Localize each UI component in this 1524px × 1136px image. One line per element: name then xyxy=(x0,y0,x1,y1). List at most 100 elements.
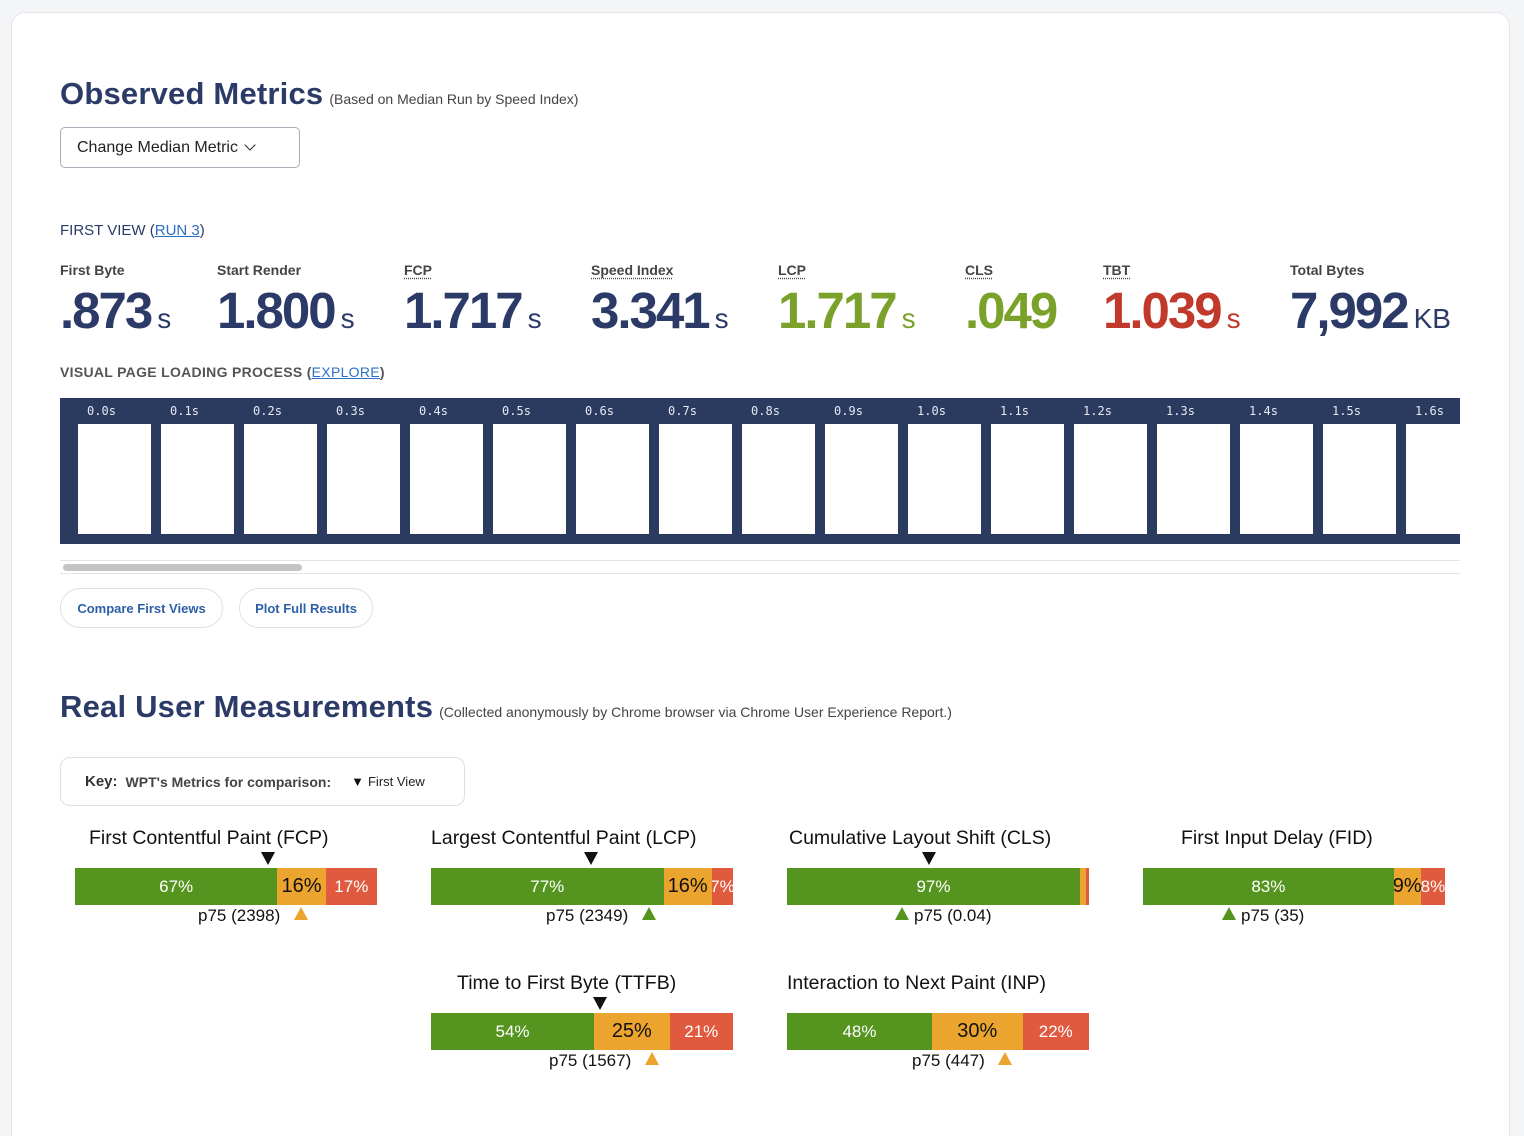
dropdown-label: Change Median Metric xyxy=(77,138,238,156)
key-legend: Key: WPT's Metrics for comparison: ▼ Fir… xyxy=(60,757,465,806)
p75-label: p75 (35) xyxy=(1241,906,1305,925)
p75-label: p75 (447) xyxy=(912,1051,985,1070)
plot-full-results-button[interactable]: Plot Full Results xyxy=(239,588,373,628)
crux-title: Largest Contentful Paint (LCP) xyxy=(431,827,697,849)
frame-thumbnail[interactable] xyxy=(1323,424,1396,534)
metric-value-wrap: 1.039 s xyxy=(1103,284,1241,346)
frame-thumbnail[interactable] xyxy=(991,424,1064,534)
metric-label[interactable]: FCP xyxy=(404,262,432,278)
metric-label: Start Render xyxy=(217,262,302,278)
metric-value-wrap: 1.717 s xyxy=(778,284,916,346)
frame-time: 1.3s xyxy=(1166,404,1195,418)
filmstrip-frame[interactable]: 0.6s xyxy=(558,398,649,544)
filmstrip-frame[interactable]: 0.1s xyxy=(143,398,234,544)
filmstrip-frame[interactable]: 1.5s xyxy=(1305,398,1396,544)
compare-first-views-button[interactable]: Compare First Views xyxy=(60,588,223,628)
filmstrip-frame[interactable]: 0.8s xyxy=(724,398,815,544)
metric-value: 1.717 xyxy=(404,282,524,339)
metric-6: TBT 1.039 s xyxy=(1103,262,1241,346)
crux-title: Cumulative Layout Shift (CLS) xyxy=(789,827,1052,849)
filmstrip-frame[interactable]: 0.3s xyxy=(309,398,400,544)
filmstrip-frame[interactable]: 0.9s xyxy=(807,398,898,544)
filmstrip-frame[interactable]: 1.1s xyxy=(973,398,1064,544)
filmstrip-frame[interactable]: 1.3s xyxy=(1139,398,1230,544)
p75-label: p75 (0.04) xyxy=(914,906,992,925)
frame-thumbnail[interactable] xyxy=(244,424,317,534)
metric-value-wrap: 1.717 s xyxy=(404,284,542,346)
frame-thumbnail[interactable] xyxy=(78,424,151,534)
bar-segment-good: 48% xyxy=(787,1013,932,1050)
metric-unit: s xyxy=(1226,303,1241,334)
frame-thumbnail[interactable] xyxy=(1240,424,1313,534)
frame-thumbnail[interactable] xyxy=(576,424,649,534)
frame-time: 0.3s xyxy=(336,404,365,418)
metric-unit: KB xyxy=(1413,303,1451,334)
visual-loading-text: VISUAL PAGE LOADING PROCESS xyxy=(60,364,303,380)
crux-distribution-bar: 48% 30% 22% xyxy=(787,1013,1089,1050)
filmstrip-frame[interactable]: 1.6s xyxy=(1388,398,1460,544)
frame-time: 0.9s xyxy=(834,404,863,418)
first-view-marker-icon xyxy=(593,997,608,1010)
frame-thumbnail[interactable] xyxy=(493,424,566,534)
filmstrip-frame[interactable]: 0.0s xyxy=(60,398,151,544)
observed-metrics-title: Observed Metrics (Based on Median Run by … xyxy=(60,76,578,112)
metric-label[interactable]: LCP xyxy=(778,262,806,278)
bar-segment-poor: 21% xyxy=(669,1013,733,1050)
metric-unit: s xyxy=(714,303,729,334)
change-median-metric-dropdown[interactable]: Change Median Metric xyxy=(60,127,300,168)
bar-segment-ni: 16% xyxy=(277,868,326,905)
frame-thumbnail[interactable] xyxy=(1406,424,1460,534)
filmstrip-frame[interactable]: 0.2s xyxy=(226,398,317,544)
filmstrip-frame[interactable]: 1.0s xyxy=(890,398,981,544)
filmstrip-frame[interactable]: 1.4s xyxy=(1222,398,1313,544)
frame-thumbnail[interactable] xyxy=(659,424,732,534)
observed-metrics-subtitle: (Based on Median Run by Speed Index) xyxy=(329,91,579,107)
frame-thumbnail[interactable] xyxy=(742,424,815,534)
p75-marker-icon xyxy=(895,907,909,920)
metric-label[interactable]: CLS xyxy=(965,262,993,278)
filmstrip-frame[interactable]: 1.2s xyxy=(1056,398,1147,544)
filmstrip-scrollbar[interactable] xyxy=(60,560,1460,574)
metric-4: LCP 1.717 s xyxy=(778,262,916,346)
metric-value: 3.341 xyxy=(591,282,711,339)
frame-thumbnail[interactable] xyxy=(825,424,898,534)
bar-segment-ni: 30% xyxy=(931,1013,1023,1050)
frame-thumbnail[interactable] xyxy=(1074,424,1147,534)
frame-time: 0.6s xyxy=(585,404,614,418)
metric-value-wrap: .873 s xyxy=(60,284,171,346)
metric-5: CLS .049 xyxy=(965,262,1058,338)
bar-segment-good: 77% xyxy=(431,868,664,905)
frame-thumbnail[interactable] xyxy=(161,424,234,534)
bar-segment-good: 67% xyxy=(75,868,278,905)
first-view-marker-icon xyxy=(584,852,599,865)
frame-time: 1.2s xyxy=(1083,404,1112,418)
frame-thumbnail[interactable] xyxy=(410,424,483,534)
triangle-down-icon: ▼ xyxy=(351,774,364,789)
crux-distribution-bar: 83% 9% 8% xyxy=(1143,868,1445,905)
metric-label[interactable]: Speed Index xyxy=(591,262,674,278)
filmstrip-frame[interactable]: 0.4s xyxy=(392,398,483,544)
frame-thumbnail[interactable] xyxy=(908,424,981,534)
metric-value: 1.039 xyxy=(1103,282,1223,339)
bar-segment-good: 54% xyxy=(431,1013,595,1050)
first-view-close: ) xyxy=(199,222,205,239)
crux-title: First Contentful Paint (FCP) xyxy=(89,827,329,849)
metric-0: First Byte .873 s xyxy=(60,262,171,346)
frame-thumbnail[interactable] xyxy=(327,424,400,534)
metric-label[interactable]: TBT xyxy=(1103,262,1131,278)
frame-time: 0.4s xyxy=(419,404,448,418)
filmstrip-frame[interactable]: 0.7s xyxy=(641,398,732,544)
run-3-link[interactable]: RUN 3 xyxy=(154,222,200,239)
filmstrip[interactable]: 0.0s 0.1s 0.2s 0.3s 0.4s 0.5s 0.6s 0.7s 0.8s 0.9s… xyxy=(60,398,1460,544)
filmstrip-frame[interactable]: 0.5s xyxy=(475,398,566,544)
frame-time: 1.5s xyxy=(1332,404,1361,418)
frame-thumbnail[interactable] xyxy=(1157,424,1230,534)
frame-time: 1.0s xyxy=(917,404,946,418)
p75-label: p75 (2349) xyxy=(546,906,629,925)
filmstrip-scroll-thumb[interactable] xyxy=(63,564,302,571)
p75-label: p75 (1567) xyxy=(549,1051,632,1070)
metric-7: Total Bytes 7,992 KB xyxy=(1290,262,1451,346)
explore-link[interactable]: EXPLORE xyxy=(311,364,380,380)
metric-value: 1.800 xyxy=(217,282,337,339)
bar-segment-ni: 9% xyxy=(1393,868,1421,905)
